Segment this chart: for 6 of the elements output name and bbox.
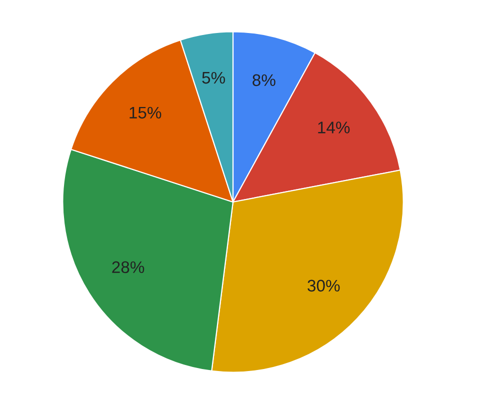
data-label: 15%: [130, 106, 162, 119]
data-label: 8%: [252, 74, 276, 86]
data-label: 5%: [202, 72, 226, 84]
data-label: 14%: [318, 122, 350, 134]
data-label: 30%: [308, 280, 340, 292]
data-label: 28%: [112, 261, 144, 274]
